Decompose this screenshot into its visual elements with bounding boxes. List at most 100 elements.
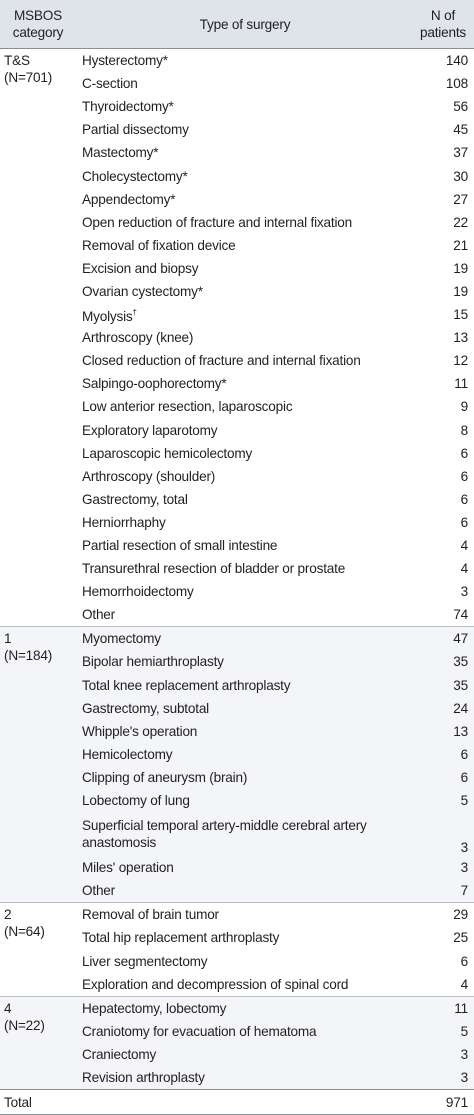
surgery-type-label: Thyroidectomy* bbox=[82, 99, 174, 115]
surgery-type-label: Hemorrhoidectomy bbox=[82, 584, 194, 600]
surgery-type-cell: Other bbox=[78, 603, 412, 627]
surgery-type-label: Gastrectomy, total bbox=[82, 491, 188, 507]
patient-count-cell: 11 bbox=[412, 995, 474, 1020]
table-row: Liver segmentectomy 6 bbox=[0, 949, 474, 972]
surgery-type-label: Partial dissectomy bbox=[82, 122, 189, 138]
table-row: Total knee replacement arthroplasty 35 bbox=[0, 673, 474, 697]
surgery-type-label: Gastrectomy, subtotal bbox=[82, 700, 210, 716]
surgery-type-cell: Craniectomy bbox=[78, 1042, 412, 1066]
table-row: Exploration and decompression of spinal … bbox=[0, 973, 474, 997]
total-spacer bbox=[78, 1089, 412, 1115]
surgery-type-cell: Cholecystectomy* bbox=[78, 164, 412, 187]
surgery-type-label: Arthroscopy (shoulder) bbox=[82, 468, 216, 484]
patient-count-cell: 6 bbox=[460, 445, 469, 461]
msbos-category-cell: 4 (N=22) bbox=[0, 995, 78, 1090]
table-header: MSBOS category Type of surgery N of pati… bbox=[0, 0, 474, 49]
patient-count-cell: 6 bbox=[460, 491, 469, 507]
surgery-type-cell: Partial dissectomy bbox=[78, 118, 412, 141]
table-body: T&S (N=701) Hysterectomy* 140 C-section 108 Th… bbox=[0, 49, 474, 1115]
surgery-type-cell: Myomectomy bbox=[78, 626, 412, 651]
patient-count-cell: 7 bbox=[412, 879, 474, 903]
table-row: Bipolar hemiarthroplasty 35 bbox=[0, 650, 474, 674]
table-row: Myolysis† 15 bbox=[0, 303, 474, 326]
patient-count-cell: 74 bbox=[453, 607, 468, 623]
surgery-type-label: Removal of fixation device bbox=[82, 237, 236, 253]
surgery-type-label: Whipple's operation bbox=[82, 723, 198, 739]
table-row: 4 (N=22) Hepatectomy, lobectomy 11 bbox=[0, 995, 474, 1090]
table-row: Exploratory laparotomy 8 bbox=[0, 419, 474, 442]
surgery-type-cell: Mastectomy* bbox=[78, 141, 412, 164]
table-row: Revision arthroplasty 3 bbox=[0, 1065, 474, 1090]
surgery-type-label: Other bbox=[82, 607, 115, 623]
table-row: Open reduction of fracture and internal … bbox=[0, 211, 474, 234]
surgery-type-cell: Superficial temporal artery-middle cereb… bbox=[78, 812, 412, 857]
surgery-type-label: Bipolar hemiarthroplasty bbox=[82, 654, 224, 670]
surgery-type-label: Total hip replacement arthroplasty bbox=[82, 930, 280, 946]
surgery-type-cell: Low anterior resection, laparoscopic bbox=[78, 395, 412, 418]
surgery-type-cell: Total knee replacement arthroplasty bbox=[78, 673, 412, 697]
patient-count-cell: 5 bbox=[412, 1019, 474, 1043]
patient-count-cell: 12 bbox=[453, 353, 468, 369]
table-row: Partial resection of small intestine 4 bbox=[0, 534, 474, 557]
surgery-type-cell: Closed reduction of fracture and interna… bbox=[78, 349, 412, 372]
patient-count-cell: 6 bbox=[412, 742, 474, 766]
table-row: Craniotomy for evacuation of hematoma 5 bbox=[0, 1019, 474, 1043]
table-row: 2 (N=64) Removal of brain tumor 29 bbox=[0, 902, 474, 997]
table-row: Removal of fixation device 21 bbox=[0, 234, 474, 257]
patient-count-cell: 4 bbox=[460, 976, 469, 992]
total-row: Total 971 bbox=[0, 1089, 474, 1115]
surgery-type-label: Transurethral resection of bladder or pr… bbox=[82, 561, 346, 577]
surgery-type-label: Laparoscopic hemicolectomy bbox=[82, 445, 253, 461]
table-row: Transurethral resection of bladder or pr… bbox=[0, 557, 474, 580]
surgery-type-cell: Hemorrhoidectomy bbox=[78, 580, 412, 603]
patient-count-cell: 4 bbox=[460, 561, 469, 577]
surgery-type-cell: Ovarian cystectomy* bbox=[78, 280, 412, 303]
table-row: Cholecystectomy* 30 bbox=[0, 164, 474, 187]
surgery-type-label: Hysterectomy* bbox=[82, 53, 168, 69]
table-row: Gastrectomy, subtotal 24 bbox=[0, 696, 474, 720]
category-label: 1 bbox=[4, 631, 12, 647]
surgery-type-label: Appendectomy* bbox=[82, 191, 176, 207]
patient-count-cell: 56 bbox=[453, 99, 468, 115]
surgery-type-label: Total knee replacement arthroplasty bbox=[82, 677, 291, 693]
patient-count-cell: 22 bbox=[453, 214, 468, 230]
patient-count-cell: 47 bbox=[412, 626, 474, 651]
surgery-type-cell: Craniotomy for evacuation of hematoma bbox=[78, 1019, 412, 1043]
surgery-type-cell: Gastrectomy, total bbox=[78, 488, 412, 511]
header-type-of-surgery: Type of surgery bbox=[78, 0, 412, 49]
patient-count-cell: 19 bbox=[453, 283, 468, 299]
surgery-type-cell: C-section bbox=[78, 72, 412, 95]
patient-count-cell: 6 bbox=[412, 765, 474, 789]
surgery-type-cell: Gastrectomy, subtotal bbox=[78, 696, 412, 720]
table-row: Herniorrhaphy 6 bbox=[0, 511, 474, 534]
surgery-type-cell: Liver segmentectomy bbox=[78, 949, 412, 972]
patient-count-cell: 3 bbox=[412, 812, 474, 857]
patient-count-cell: 37 bbox=[453, 145, 468, 161]
table-row: Arthroscopy (shoulder) 6 bbox=[0, 465, 474, 488]
msbos-category-cell: 1 (N=184) bbox=[0, 626, 78, 903]
patient-count-cell: 8 bbox=[460, 422, 469, 438]
table-row: Superficial temporal artery-middle cereb… bbox=[0, 812, 474, 857]
surgery-type-cell: Laparoscopic hemicolectomy bbox=[78, 442, 412, 465]
surgery-type-cell: Transurethral resection of bladder or pr… bbox=[78, 557, 412, 580]
surgery-type-cell: Exploration and decompression of spinal … bbox=[78, 973, 412, 997]
surgery-type-label: Clipping of aneurysm (brain) bbox=[82, 769, 248, 785]
surgery-type-cell: Hepatectomy, lobectomy bbox=[78, 995, 412, 1020]
total-count: 971 bbox=[412, 1089, 474, 1115]
surgery-type-cell: Other bbox=[78, 879, 412, 903]
table-row: Clipping of aneurysm (brain) 6 bbox=[0, 765, 474, 789]
table-row: Appendectomy* 27 bbox=[0, 188, 474, 211]
patient-count-cell: 15 bbox=[453, 307, 468, 323]
surgery-type-label: Myolysis bbox=[82, 309, 133, 325]
table-row: Laparoscopic hemicolectomy 6 bbox=[0, 442, 474, 465]
patient-count-cell: 108 bbox=[445, 76, 468, 92]
surgery-type-cell: Bipolar hemiarthroplasty bbox=[78, 650, 412, 674]
surgery-type-cell: Removal of brain tumor bbox=[78, 902, 412, 927]
surgery-type-label: Superficial temporal artery-middle cereb… bbox=[82, 818, 367, 851]
patient-count-cell: 3 bbox=[412, 856, 474, 880]
table-row: Hemicolectomy 6 bbox=[0, 742, 474, 766]
surgery-type-cell: Clipping of aneurysm (brain) bbox=[78, 765, 412, 789]
surgery-type-label: Herniorrhaphy bbox=[82, 514, 166, 530]
table-row: Excision and biopsy 19 bbox=[0, 257, 474, 280]
